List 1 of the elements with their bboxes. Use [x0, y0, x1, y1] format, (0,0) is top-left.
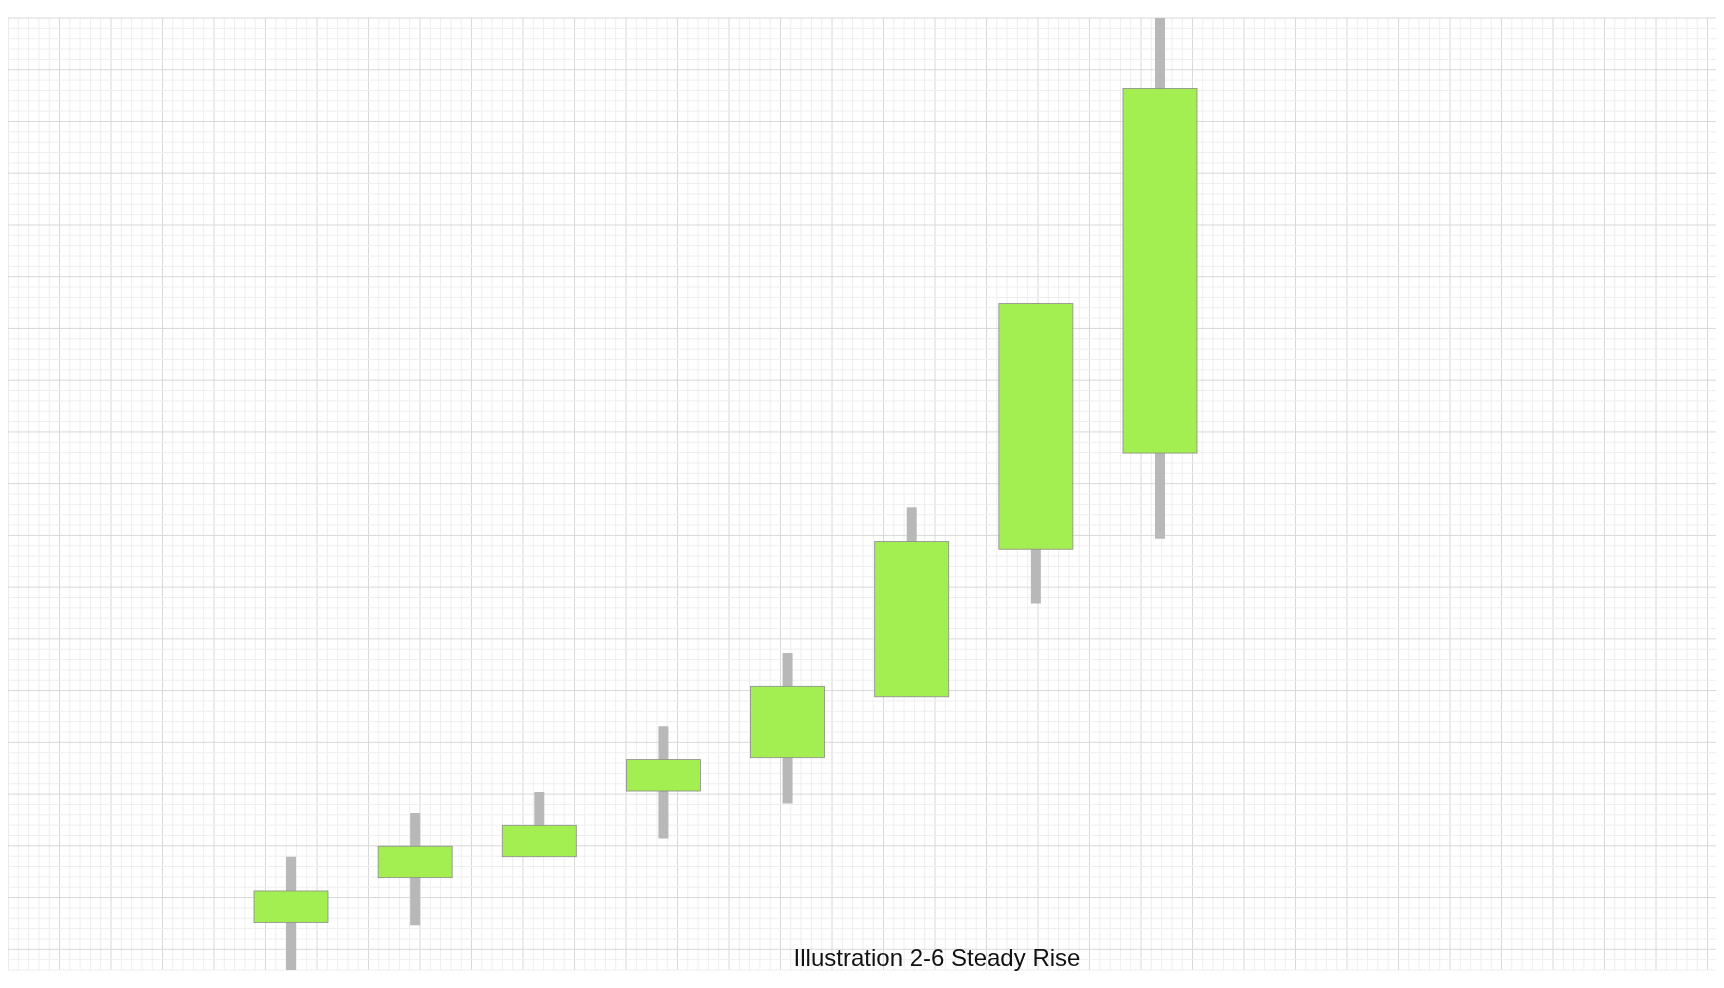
text: Illustration 2-6 Steady Rise	[793, 944, 1081, 971]
